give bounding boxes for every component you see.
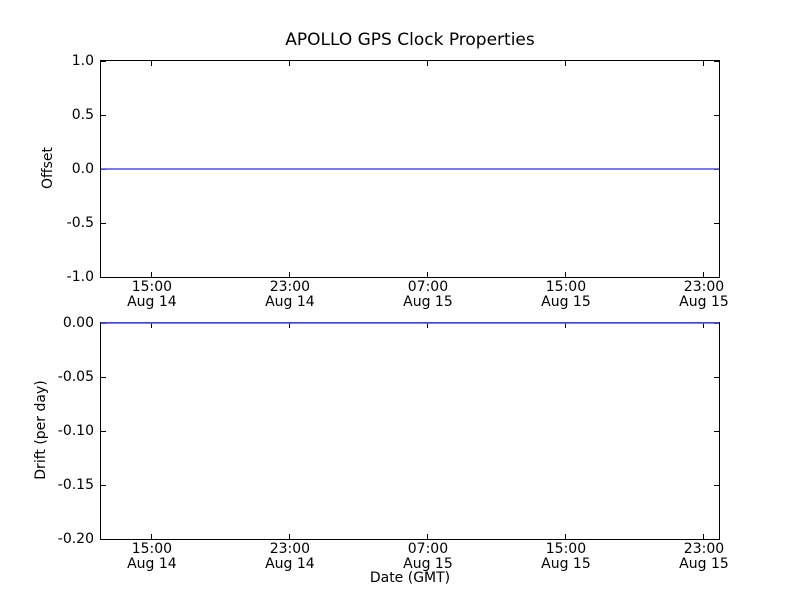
x-tick-mark [565,272,567,277]
x-tick-mark [565,534,567,539]
x-tick-mark [703,272,705,277]
y-tick-mark [101,376,106,378]
x-tick-label: 07:00 Aug 15 [403,279,453,310]
y-tick-mark [714,114,719,116]
x-tick-label: 07:00 Aug 15 [403,541,453,572]
y-tick-mark [101,60,106,62]
x-tick-mark [427,534,429,539]
x-tick-label: 15:00 Aug 14 [127,541,177,572]
series-line-gps-clock-offset [101,168,719,170]
x-tick-mark [427,323,429,328]
x-tick-mark [703,323,705,328]
y-tick-mark [101,430,106,432]
x-tick-mark [703,534,705,539]
y-tick-mark [714,430,719,432]
y-tick-mark [101,222,106,224]
x-tick-mark [289,61,291,66]
y-tick-label: 0.00 [62,315,94,331]
x-tick-mark [151,323,153,328]
y-tick-mark [714,60,719,62]
y-tick-label: -0.15 [57,477,94,493]
series-line-gps-clock-drift [101,322,719,324]
y-tick-label: 0.0 [71,161,94,177]
y-tick-mark [714,222,719,224]
x-tick-mark [289,534,291,539]
x-tick-label: 15:00 Aug 14 [127,279,177,310]
y-tick-label: -0.5 [66,215,94,231]
x-tick-mark [565,323,567,328]
x-tick-mark [427,61,429,66]
y-tick-label: 0.5 [71,107,94,123]
y-tick-mark [101,276,106,278]
y-tick-label: -1.0 [66,269,94,285]
x-tick-label: 15:00 Aug 15 [541,541,591,572]
y-tick-mark [714,484,719,486]
y-tick-label: -0.10 [57,423,94,439]
chart-title: APOLLO GPS Clock Properties [285,30,535,50]
y-tick-label: -0.05 [57,369,94,385]
y-tick-label: -0.20 [57,531,94,547]
y-tick-mark [101,538,106,540]
y-tick-mark [714,276,719,278]
x-tick-label: 23:00 Aug 14 [265,279,315,310]
x-tick-mark [703,61,705,66]
x-tick-mark [289,323,291,328]
x-tick-mark [151,61,153,66]
x-tick-mark [151,534,153,539]
x-tick-label: 15:00 Aug 15 [541,279,591,310]
x-tick-mark [427,272,429,277]
x-tick-label: 23:00 Aug 15 [679,279,729,310]
x-tick-mark [565,61,567,66]
y-tick-mark [101,484,106,486]
y-tick-label: 1.0 [71,53,94,69]
offset-plot-area: 15:00 Aug 14 23:00 Aug 14 07:00 Aug 15 15:0… [67,53,729,310]
drift-plot-area: 15:00 Aug 14 23:00 Aug 14 07:00 Aug 15 15:0… [58,315,729,572]
x-tick-mark [151,272,153,277]
x-tick-label: 23:00 Aug 15 [679,541,729,572]
x-tick-label: 23:00 Aug 14 [265,541,315,572]
x-axis-label: Date (GMT) [369,570,451,586]
y-tick-mark [101,114,106,116]
x-tick-mark [289,272,291,277]
y-tick-mark [714,538,719,540]
y-tick-mark [714,376,719,378]
